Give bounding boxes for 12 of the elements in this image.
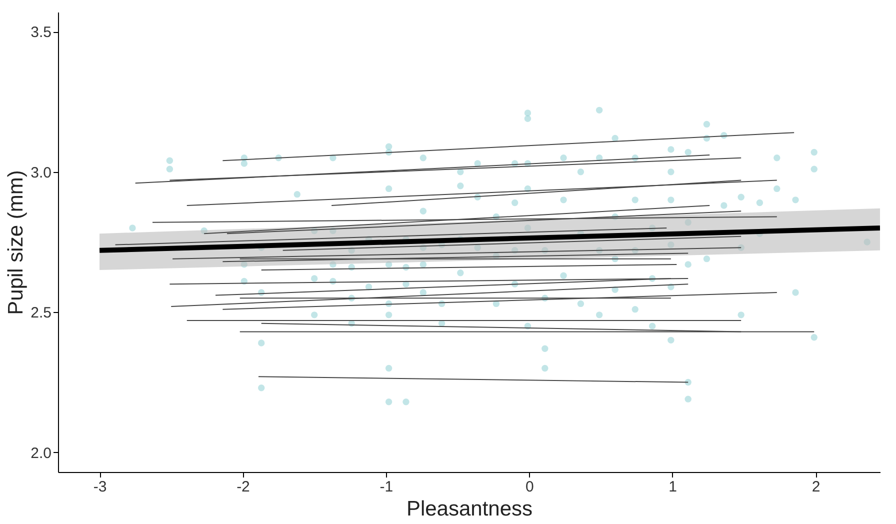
x-tick-label: 0 bbox=[525, 478, 534, 496]
x-tick-label: -1 bbox=[380, 478, 394, 496]
y-tick-label: 2.0 bbox=[30, 444, 52, 462]
y-tick-label: 3.0 bbox=[30, 164, 52, 182]
x-tick-label: -2 bbox=[236, 478, 250, 496]
x-tick-label: 2 bbox=[812, 478, 820, 496]
x-tick-label: -3 bbox=[93, 478, 107, 496]
y-tick-label: 3.5 bbox=[30, 24, 52, 42]
x-axis-title: Pleasantness bbox=[406, 498, 533, 520]
y-axis-title: Pupil size (mm) bbox=[4, 170, 28, 315]
y-tick-label: 2.5 bbox=[30, 304, 52, 322]
x-tick-label: 1 bbox=[668, 478, 678, 496]
